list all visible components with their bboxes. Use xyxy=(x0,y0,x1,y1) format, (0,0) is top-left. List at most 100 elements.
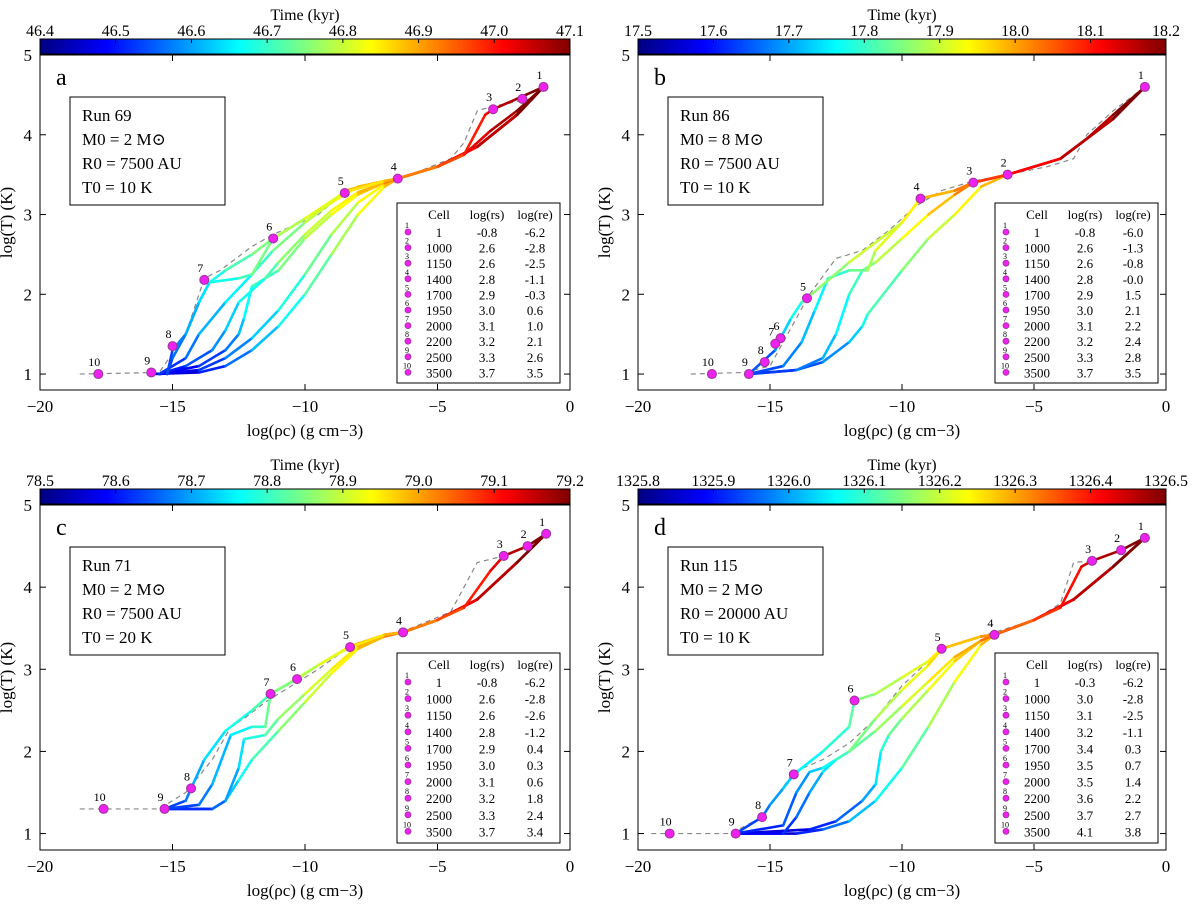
cell-table-value: -0.8 xyxy=(477,675,498,690)
time-series-segment xyxy=(834,292,851,336)
cell-table-marker xyxy=(404,828,412,835)
time-series-segment xyxy=(303,667,333,696)
cell-marker xyxy=(541,528,552,539)
cell-table-marker xyxy=(1002,778,1010,785)
cell-marker-label: 5 xyxy=(800,279,806,293)
time-series-segment xyxy=(197,281,211,304)
cell-table-marker xyxy=(1002,337,1010,345)
cell-table xyxy=(396,202,561,384)
cell-table-value: 3.1 xyxy=(479,775,495,790)
y-tick-label: 2 xyxy=(24,742,33,761)
y-tick-label: 4 xyxy=(622,578,631,597)
panel-d: Time (kyr) 1325.8 1325.9 1326.0 1326.1 1326.2… xyxy=(595,457,1188,900)
cell-marker xyxy=(1116,545,1127,556)
cell-marker xyxy=(1139,532,1150,543)
time-series-segment xyxy=(953,639,983,659)
colorbar-tick-label: 46.6 xyxy=(177,23,205,40)
cell-marker-label: 6 xyxy=(847,682,853,696)
cell-table-value: 2.6 xyxy=(1077,241,1094,256)
cell-table-value: 2000 xyxy=(1024,319,1050,334)
time-series-segment xyxy=(808,770,825,794)
time-series-segment xyxy=(197,348,227,368)
cell-table-index: 2 xyxy=(1003,688,1007,697)
time-series-segment xyxy=(808,819,838,831)
time-series-segment xyxy=(1111,85,1147,121)
run-info-line: T0 = 20 K xyxy=(82,628,153,647)
cell-table-value: 0.3 xyxy=(1125,741,1141,756)
cell-table-value: 3.0 xyxy=(479,758,495,773)
cell-table-index: 2 xyxy=(405,237,409,246)
cell-table-index: 1 xyxy=(405,671,409,680)
y-axis-label: log(T) (K) xyxy=(0,642,16,713)
time-series-segment xyxy=(847,269,864,296)
cell-table-value: 1400 xyxy=(426,725,452,740)
cell-table-index: 1 xyxy=(405,221,409,230)
y-axis-label: log(T) (K) xyxy=(595,642,614,713)
cell-marker-label: 7 xyxy=(768,325,774,339)
cell-table-index: 10 xyxy=(1001,361,1009,370)
cell-table-value: 1700 xyxy=(1024,287,1050,302)
y-tick-label: 2 xyxy=(622,285,631,304)
colorbar-tick-label: 17.6 xyxy=(699,23,727,40)
cell-table-marker xyxy=(404,761,412,769)
y-tick-label: 1 xyxy=(622,825,631,844)
cell-marker-label: 9 xyxy=(742,355,748,369)
cell-marker-label: 7 xyxy=(264,675,270,689)
cell-table-header: Cell xyxy=(1026,207,1048,222)
cell-table-index: 4 xyxy=(405,268,409,277)
cell-table-value: -0.3 xyxy=(525,287,546,302)
cell-table-value: 0.6 xyxy=(527,775,544,790)
y-tick-label: 5 xyxy=(622,46,631,65)
cell-table-value: 1 xyxy=(1034,675,1041,690)
cell-table-index: 5 xyxy=(1003,737,1007,746)
time-series-segment xyxy=(874,688,904,720)
time-series-segment xyxy=(834,750,851,761)
time-series-segment xyxy=(879,733,891,753)
cell-table-index: 5 xyxy=(1003,283,1007,292)
cell-table-value: 3.2 xyxy=(479,334,495,349)
cell-table-value: 1000 xyxy=(426,692,452,707)
colorbar-tick-label: 1325.8 xyxy=(616,473,660,490)
cell-table-header: Cell xyxy=(428,207,450,222)
x-tick-label: −10 xyxy=(889,857,916,876)
time-series-segment xyxy=(224,300,241,332)
colorbar-tick-label: 79.1 xyxy=(480,473,508,490)
cell-table-value: 2.4 xyxy=(527,808,544,823)
cell-marker-label: 7 xyxy=(197,261,203,275)
time-series-segment xyxy=(210,733,233,786)
time-series-segment xyxy=(953,185,983,216)
cell-table-value: 2.6 xyxy=(479,692,496,707)
cell-table-value: 1 xyxy=(436,675,443,690)
cell-table-value: 3.2 xyxy=(479,791,495,806)
cell-table-value: -6.2 xyxy=(525,675,546,690)
cell-table-value: 2.8 xyxy=(1125,350,1141,365)
time-series-segment xyxy=(1059,117,1115,160)
panel-letter: c xyxy=(56,515,67,541)
time-series-segment xyxy=(971,173,1009,184)
x-tick-label: −20 xyxy=(625,857,652,876)
cell-table-index: 6 xyxy=(1003,754,1007,763)
colorbar-tick-label: 46.9 xyxy=(405,23,433,40)
cell-marker-label: 6 xyxy=(290,660,296,674)
time-series-segment xyxy=(348,633,386,649)
time-series-segment xyxy=(795,770,811,794)
panel-letter: d xyxy=(654,515,666,541)
x-tick-label: −5 xyxy=(1025,857,1043,876)
cell-table-marker xyxy=(404,290,412,298)
cell-table-value: -0.0 xyxy=(1123,272,1144,287)
cell-table-value: 3.3 xyxy=(479,808,495,823)
time-series-segment xyxy=(1006,157,1062,176)
y-axis-label: log(T) (K) xyxy=(595,187,614,258)
cell-marker-label: 3 xyxy=(486,90,492,104)
cell-marker-label: 5 xyxy=(343,628,349,642)
cell-marker-label: 1 xyxy=(1138,519,1144,533)
y-tick-label: 1 xyxy=(24,825,33,844)
x-tick-label: −20 xyxy=(625,397,652,416)
cell-table-value: 3500 xyxy=(1024,824,1050,839)
colorbar xyxy=(39,38,571,55)
cell-table-value: 3.0 xyxy=(1077,303,1093,318)
time-series-segment xyxy=(263,261,280,280)
time-series-segment xyxy=(805,261,851,300)
cell-table-value: 1 xyxy=(436,225,443,240)
cell-table-marker xyxy=(404,368,412,376)
